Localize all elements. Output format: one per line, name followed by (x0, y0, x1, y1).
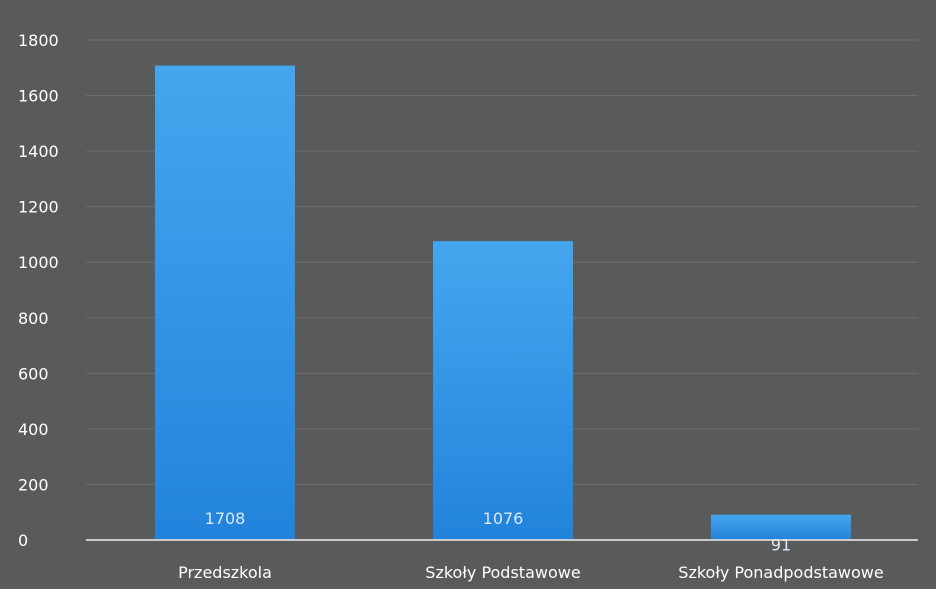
y-tick-label: 1400 (18, 142, 59, 161)
y-tick-label: 400 (18, 420, 49, 439)
y-tick-label: 200 (18, 475, 49, 494)
data-label: 1076 (483, 509, 524, 528)
x-category-label: Przedszkola (178, 563, 272, 582)
y-tick-label: 1200 (18, 198, 59, 217)
data-label: 1708 (205, 509, 246, 528)
y-tick-label: 1000 (18, 253, 59, 272)
x-category-label: Szkoły Ponadpodstawowe (678, 563, 883, 582)
y-tick-label: 800 (18, 309, 49, 328)
bar-2 (433, 241, 573, 540)
bar-3 (711, 514, 851, 540)
y-axis-ticks: 0 200 400 600 800 1000 1200 1400 1600 1800 (18, 31, 59, 550)
data-label: 91 (771, 536, 791, 555)
bar-1 (155, 65, 295, 541)
data-labels: 1708 1076 91 (205, 509, 792, 555)
y-tick-label: 1800 (18, 31, 59, 50)
y-tick-label: 0 (18, 531, 28, 550)
y-tick-label: 600 (18, 364, 49, 383)
x-axis-categories: Przedszkola Szkoły Podstawowe Szkoły Ponad… (178, 563, 884, 582)
x-category-label: Szkoły Podstawowe (425, 563, 580, 582)
y-tick-label: 1600 (18, 87, 59, 106)
bars (155, 65, 851, 541)
